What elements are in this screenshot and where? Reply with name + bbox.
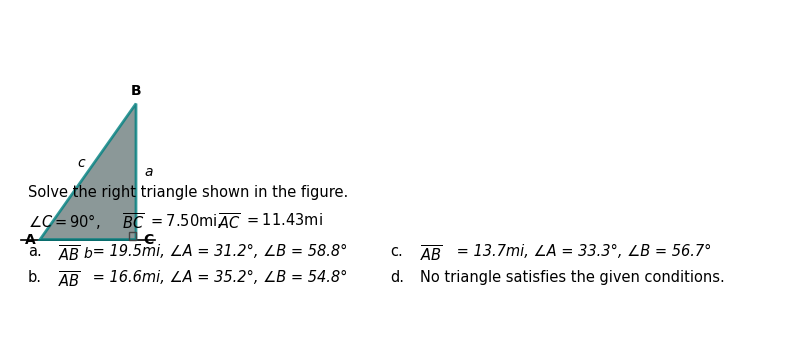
Text: a: a [145, 166, 153, 180]
Text: $ = 11.43\mathrm{mi}$: $ = 11.43\mathrm{mi}$ [244, 212, 323, 228]
Text: No triangle satisfies the given conditions.: No triangle satisfies the given conditio… [420, 270, 725, 285]
Text: $\overline{AB}$: $\overline{AB}$ [420, 244, 443, 264]
Text: $ = 7.50\mathrm{mi,}$: $ = 7.50\mathrm{mi,}$ [148, 212, 222, 230]
Text: c: c [78, 156, 86, 170]
Text: C: C [144, 233, 154, 247]
Text: A: A [25, 233, 36, 247]
Text: a.: a. [28, 244, 42, 259]
Text: $\overline{BC}$: $\overline{BC}$ [122, 212, 144, 232]
Text: = 13.7mi, ∠A = 33.3°, ∠B = 56.7°: = 13.7mi, ∠A = 33.3°, ∠B = 56.7° [452, 244, 711, 259]
Text: b: b [84, 247, 92, 261]
Text: $\angle C = 90°,$: $\angle C = 90°,$ [28, 212, 101, 231]
Text: d.: d. [390, 270, 404, 285]
Text: = 19.5mi, ∠A = 31.2°, ∠B = 58.8°: = 19.5mi, ∠A = 31.2°, ∠B = 58.8° [88, 244, 347, 259]
Text: $\overline{AC}$: $\overline{AC}$ [218, 212, 241, 232]
Text: B: B [130, 84, 142, 98]
Text: $\overline{AB}$: $\overline{AB}$ [58, 270, 81, 290]
Text: Solve the right triangle shown in the figure.: Solve the right triangle shown in the fi… [28, 185, 348, 200]
Polygon shape [40, 104, 136, 240]
Text: b.: b. [28, 270, 42, 285]
Text: $\overline{AB}$: $\overline{AB}$ [58, 244, 81, 264]
Text: c.: c. [390, 244, 402, 259]
Text: = 16.6mi, ∠A = 35.2°, ∠B = 54.8°: = 16.6mi, ∠A = 35.2°, ∠B = 54.8° [88, 270, 347, 285]
